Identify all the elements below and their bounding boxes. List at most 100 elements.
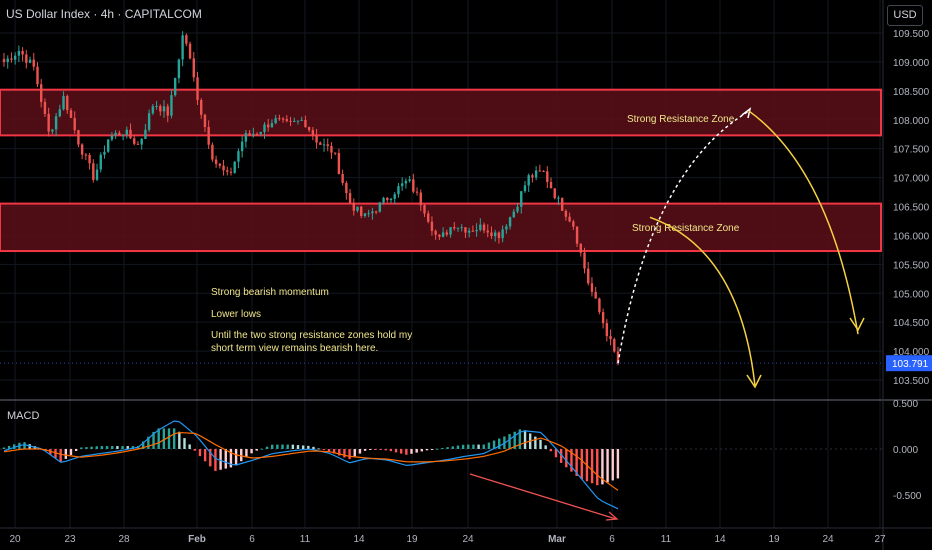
macd-signal-line <box>3 431 619 491</box>
macd-histogram-bar <box>513 431 516 449</box>
note-lower-lows: Lower lows <box>211 309 262 320</box>
macd-histogram-bar <box>549 449 553 452</box>
time-tick-label: 14 <box>714 534 726 545</box>
macd-histogram-bar <box>85 447 88 449</box>
candle-body <box>118 132 121 136</box>
macd-histogram-bar <box>539 439 542 449</box>
macd-histogram-bar <box>59 449 62 462</box>
candle-body <box>293 121 296 123</box>
price-tick-label: 107.000 <box>893 174 930 185</box>
note-momentum: Strong bearish momentum <box>211 287 329 298</box>
candle-body <box>378 202 382 212</box>
candle-body <box>144 129 147 139</box>
macd-histogram-bar <box>260 448 264 450</box>
candle-body <box>583 252 586 269</box>
macd-histogram-bar <box>420 449 424 452</box>
candle-body <box>497 232 501 239</box>
macd-histogram-bar <box>95 446 98 449</box>
candle-body <box>136 143 140 145</box>
macd-tick-label: 0.000 <box>893 445 918 456</box>
candle-body <box>542 171 545 173</box>
candle-body <box>557 197 560 199</box>
macd-histogram-bar <box>518 429 522 449</box>
macd-histogram-bar <box>379 449 382 450</box>
macd-histogram-bar <box>389 449 393 452</box>
candle-body <box>103 151 106 155</box>
resistance-zones <box>0 88 882 253</box>
candle-body <box>43 101 47 114</box>
candle-body <box>360 206 363 216</box>
candle-body <box>475 229 478 232</box>
currency-button[interactable]: USD <box>887 5 923 26</box>
candle-body <box>155 105 158 107</box>
macd-histogram-bar <box>301 445 305 449</box>
zone-lower-label: Strong Resistance Zone <box>632 223 740 234</box>
projection-up-dotted <box>617 110 750 364</box>
candle-body <box>587 268 590 284</box>
projection-down-arrowhead-2 <box>746 374 762 389</box>
macd-histogram-bar <box>461 444 465 449</box>
candle-body <box>363 213 367 216</box>
candle-body <box>281 118 285 120</box>
candle-body <box>121 134 125 136</box>
candle-body <box>330 146 333 153</box>
candle-body <box>62 95 65 110</box>
candle-body <box>453 227 456 229</box>
candle-body <box>147 113 151 130</box>
divergence-arrowhead <box>605 511 619 521</box>
macd-histogram-bar <box>430 449 434 450</box>
candle-body <box>99 154 102 170</box>
candle-body <box>386 197 389 201</box>
time-tick-label: 27 <box>874 534 886 545</box>
macd-histogram-bar <box>178 431 181 449</box>
macd-histogram-bar <box>271 444 274 449</box>
macd-histogram-bar <box>234 449 238 466</box>
time-tick-label: 11 <box>661 534 672 545</box>
candle-body <box>616 351 620 364</box>
macd-histogram-bar <box>13 444 16 449</box>
candle-body <box>255 133 259 135</box>
macd-histogram-bar <box>492 440 496 449</box>
candle-body <box>430 221 434 231</box>
macd-histogram-bar <box>405 449 408 455</box>
candle-body <box>289 120 292 122</box>
macd-histogram-bar <box>276 444 279 449</box>
projection-down-curve-1 <box>748 110 859 335</box>
candle-body <box>400 183 404 187</box>
candle-body <box>285 119 289 121</box>
candle-body <box>389 198 393 201</box>
candle-body <box>32 59 35 67</box>
candle-body <box>181 35 184 60</box>
candle-body <box>445 232 449 235</box>
candle-body <box>77 130 80 145</box>
macd-histogram-bar <box>467 444 470 449</box>
price-tick-label: 108.000 <box>893 116 930 127</box>
candle-body <box>13 55 17 60</box>
candle-body <box>415 191 419 193</box>
macd-histogram-bar <box>394 449 398 453</box>
candle-body <box>244 133 248 142</box>
time-tick-label: 24 <box>822 534 834 545</box>
candle-body <box>229 171 233 173</box>
macd-histogram-bar <box>111 446 114 449</box>
macd-histogram-bar <box>327 449 331 452</box>
macd-line <box>3 420 619 510</box>
candle-body <box>568 216 571 222</box>
macd-histogram-bar <box>487 442 491 449</box>
candle-body <box>237 151 240 162</box>
macd-histogram-bar <box>358 449 362 454</box>
macd-panel <box>0 399 932 521</box>
macd-histogram-bar <box>508 434 511 449</box>
macd-histogram-bar <box>580 449 583 480</box>
macd-histogram-bar <box>7 445 11 449</box>
candle-body <box>467 230 471 233</box>
candle-body <box>549 182 553 189</box>
macd-histogram-bar <box>296 445 300 449</box>
macd-histogram-bar <box>596 449 599 486</box>
candle-body <box>337 152 341 174</box>
candle-body <box>404 180 408 184</box>
time-tick-label: 6 <box>249 534 255 545</box>
price-tick-label: 105.500 <box>893 260 930 271</box>
candle-body <box>200 100 203 115</box>
